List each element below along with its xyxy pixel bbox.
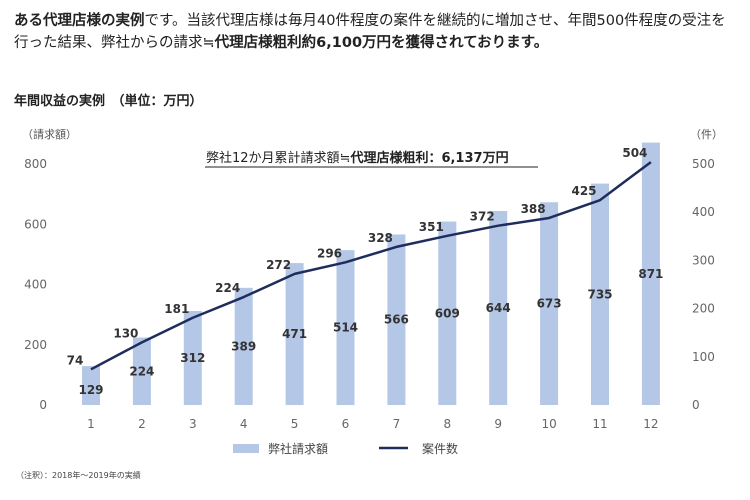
bar-5: [285, 263, 304, 405]
bar-8: [438, 221, 457, 405]
line-label-10: 388: [521, 202, 546, 216]
bar-3: [183, 311, 202, 405]
bar-label-8: 609: [435, 306, 460, 320]
x-tick-11: 11: [592, 417, 607, 431]
line-label-2: 130: [113, 326, 138, 340]
line-label-4: 224: [215, 281, 240, 295]
y-right-tick-200: 200: [692, 302, 715, 316]
intro-body: です。当該代理店様は毎月40件程度の案件を継続的に増加させ、年間500件程度の受…: [14, 13, 726, 51]
intro-bold-lead: ある代理店様の実例: [14, 13, 145, 29]
x-tick-3: 3: [189, 417, 197, 431]
y-left-tick-200: 200: [24, 338, 47, 352]
y-axis-left-label: （請求額）: [22, 127, 77, 141]
chart-subtitle: 年間収益の実例 （単位：万円）: [14, 94, 203, 109]
line-label-6: 296: [317, 246, 342, 260]
bar-label-2: 224: [129, 364, 154, 378]
line-label-12: 504: [622, 146, 647, 160]
legend-label-line: 案件数: [422, 441, 458, 456]
annotation-bold: 代理店様粗利：6,137万円: [349, 150, 508, 166]
bar-label-11: 735: [587, 287, 612, 301]
y-right-tick-0: 0: [692, 398, 700, 412]
y-right-tick-100: 100: [692, 350, 715, 364]
bar-10: [540, 202, 559, 405]
y-left-tick-0: 0: [39, 398, 47, 412]
line-label-3: 181: [164, 302, 189, 316]
intro-paragraph: ある代理店様の実例です。当該代理店様は毎月40件程度の案件を継続的に増加させ、年…: [14, 10, 738, 54]
intro-bold-conclusion: 代理店様粗利約6,100万円を獲得されております。: [214, 35, 549, 51]
x-tick-9: 9: [494, 417, 502, 431]
line-label-8: 351: [419, 220, 444, 234]
footnote: （注釈）：2018年～2019年の実績: [16, 471, 141, 480]
y-left-tick-600: 600: [24, 217, 47, 231]
bar-label-1: 129: [78, 383, 103, 397]
y-axis-right-label: （件）: [690, 128, 723, 141]
bar-4: [234, 287, 253, 405]
y-left-tick-800: 800: [24, 157, 47, 171]
bar-series: [82, 142, 660, 405]
bar-label-4: 389: [231, 339, 256, 353]
line-label-11: 425: [571, 184, 596, 198]
y-right-tick-500: 500: [692, 157, 715, 171]
bar-label-9: 644: [486, 301, 511, 315]
bar-12: [641, 142, 660, 405]
legend-label-bar: 弊社請求額: [268, 441, 328, 456]
x-tick-6: 6: [342, 417, 350, 431]
bar-label-12: 871: [638, 267, 663, 281]
bar-11: [591, 183, 609, 405]
bar-label-5: 471: [282, 327, 307, 341]
x-tick-5: 5: [291, 417, 299, 431]
x-tick-7: 7: [393, 417, 401, 431]
x-tick-8: 8: [443, 417, 451, 431]
line-label-1: 74: [67, 353, 84, 367]
x-tick-4: 4: [240, 417, 248, 431]
bar-label-3: 312: [180, 351, 205, 365]
line-label-7: 328: [368, 231, 393, 245]
bar-label-6: 514: [333, 321, 358, 335]
bar-6: [336, 250, 355, 405]
annotation-normal: 弊社12か月累計請求額≒: [206, 150, 350, 166]
line-label-5: 272: [266, 258, 291, 272]
annotation-text: 弊社12か月累計請求額≒代理店様粗利：6,137万円: [206, 150, 509, 166]
bar-label-10: 673: [537, 297, 562, 311]
x-tick-10: 10: [541, 417, 556, 431]
x-tick-2: 2: [138, 417, 146, 431]
line-series: [90, 161, 652, 371]
x-tick-12: 12: [643, 417, 658, 431]
bar-1: [82, 366, 100, 405]
y-right-tick-400: 400: [692, 205, 715, 219]
bar-9: [489, 210, 508, 405]
line-path: [90, 161, 652, 371]
bar-7: [387, 234, 406, 405]
x-tick-1: 1: [87, 417, 95, 431]
bar-2: [132, 337, 151, 405]
line-label-9: 372: [470, 210, 495, 224]
y-right-tick-300: 300: [692, 253, 715, 267]
legend: 弊社請求額 案件数: [233, 441, 458, 456]
bar-label-7: 566: [384, 313, 409, 327]
legend-swatch-bar: [233, 444, 259, 453]
y-left-tick-400: 400: [24, 278, 47, 292]
data-labels: 129 224 312 389 471 514 566 609 644 673 735 871 74 13…: [67, 146, 664, 397]
